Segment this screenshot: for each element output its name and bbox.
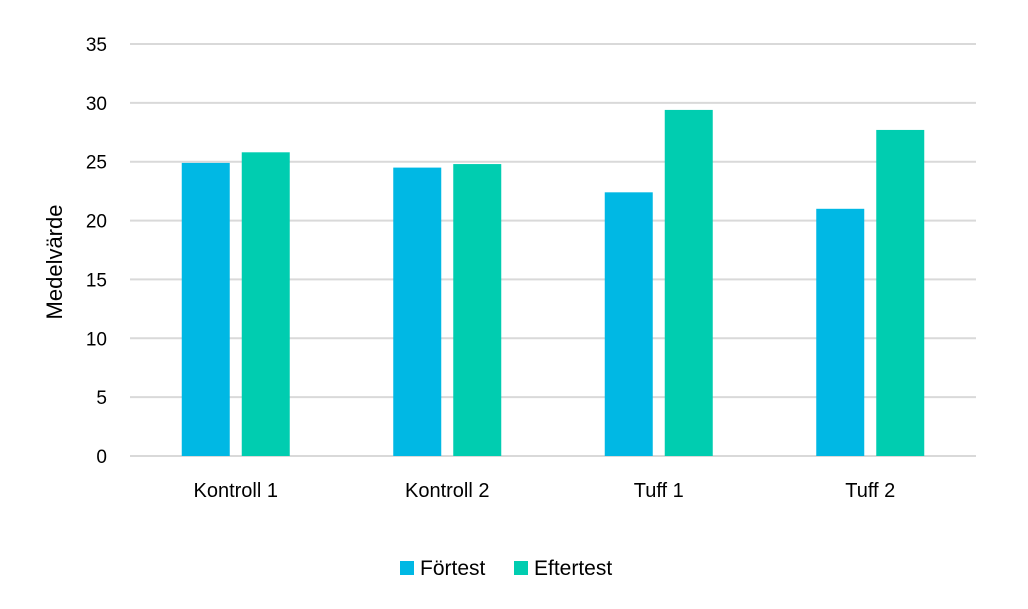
y-axis-ticks: 0 5 10 15 20 25 30 35 (86, 35, 107, 468)
bar-eftertest-kontroll-2 (453, 164, 502, 456)
y-axis-title: Medelvärde (42, 205, 67, 320)
bar-förtest-kontroll-2 (393, 167, 442, 456)
x-axis-categories: Kontroll 1 Kontroll 2 Tuff 1 Tuff 2 (194, 480, 896, 502)
bar-eftertest-tuff-2 (876, 129, 925, 456)
bar-förtest-kontroll-1 (181, 162, 230, 457)
legend-swatch-eftertest (514, 561, 528, 575)
x-category-label: Tuff 2 (845, 480, 895, 502)
legend-label-eftertest: Eftertest (534, 557, 612, 580)
legend-swatch-förtest (400, 561, 414, 575)
y-tick-label: 30 (86, 94, 107, 115)
y-tick-label: 15 (86, 270, 107, 291)
bar-förtest-tuff-2 (816, 208, 865, 456)
y-tick-label: 20 (86, 212, 107, 233)
bars (181, 109, 925, 457)
bar-eftertest-kontroll-1 (241, 152, 290, 456)
y-tick-label: 25 (86, 153, 107, 174)
legend: Förtest Eftertest (400, 557, 612, 580)
x-category-label: Kontroll 1 (194, 480, 279, 502)
y-tick-label: 5 (96, 388, 107, 409)
y-tick-label: 0 (96, 447, 107, 468)
y-tick-label: 35 (86, 35, 107, 56)
y-tick-label: 10 (86, 329, 107, 350)
x-category-label: Kontroll 2 (405, 480, 490, 502)
x-category-label: Tuff 1 (634, 480, 684, 502)
bar-eftertest-tuff-1 (664, 109, 713, 457)
bar-förtest-tuff-1 (604, 192, 653, 456)
legend-label-förtest: Förtest (420, 557, 486, 580)
